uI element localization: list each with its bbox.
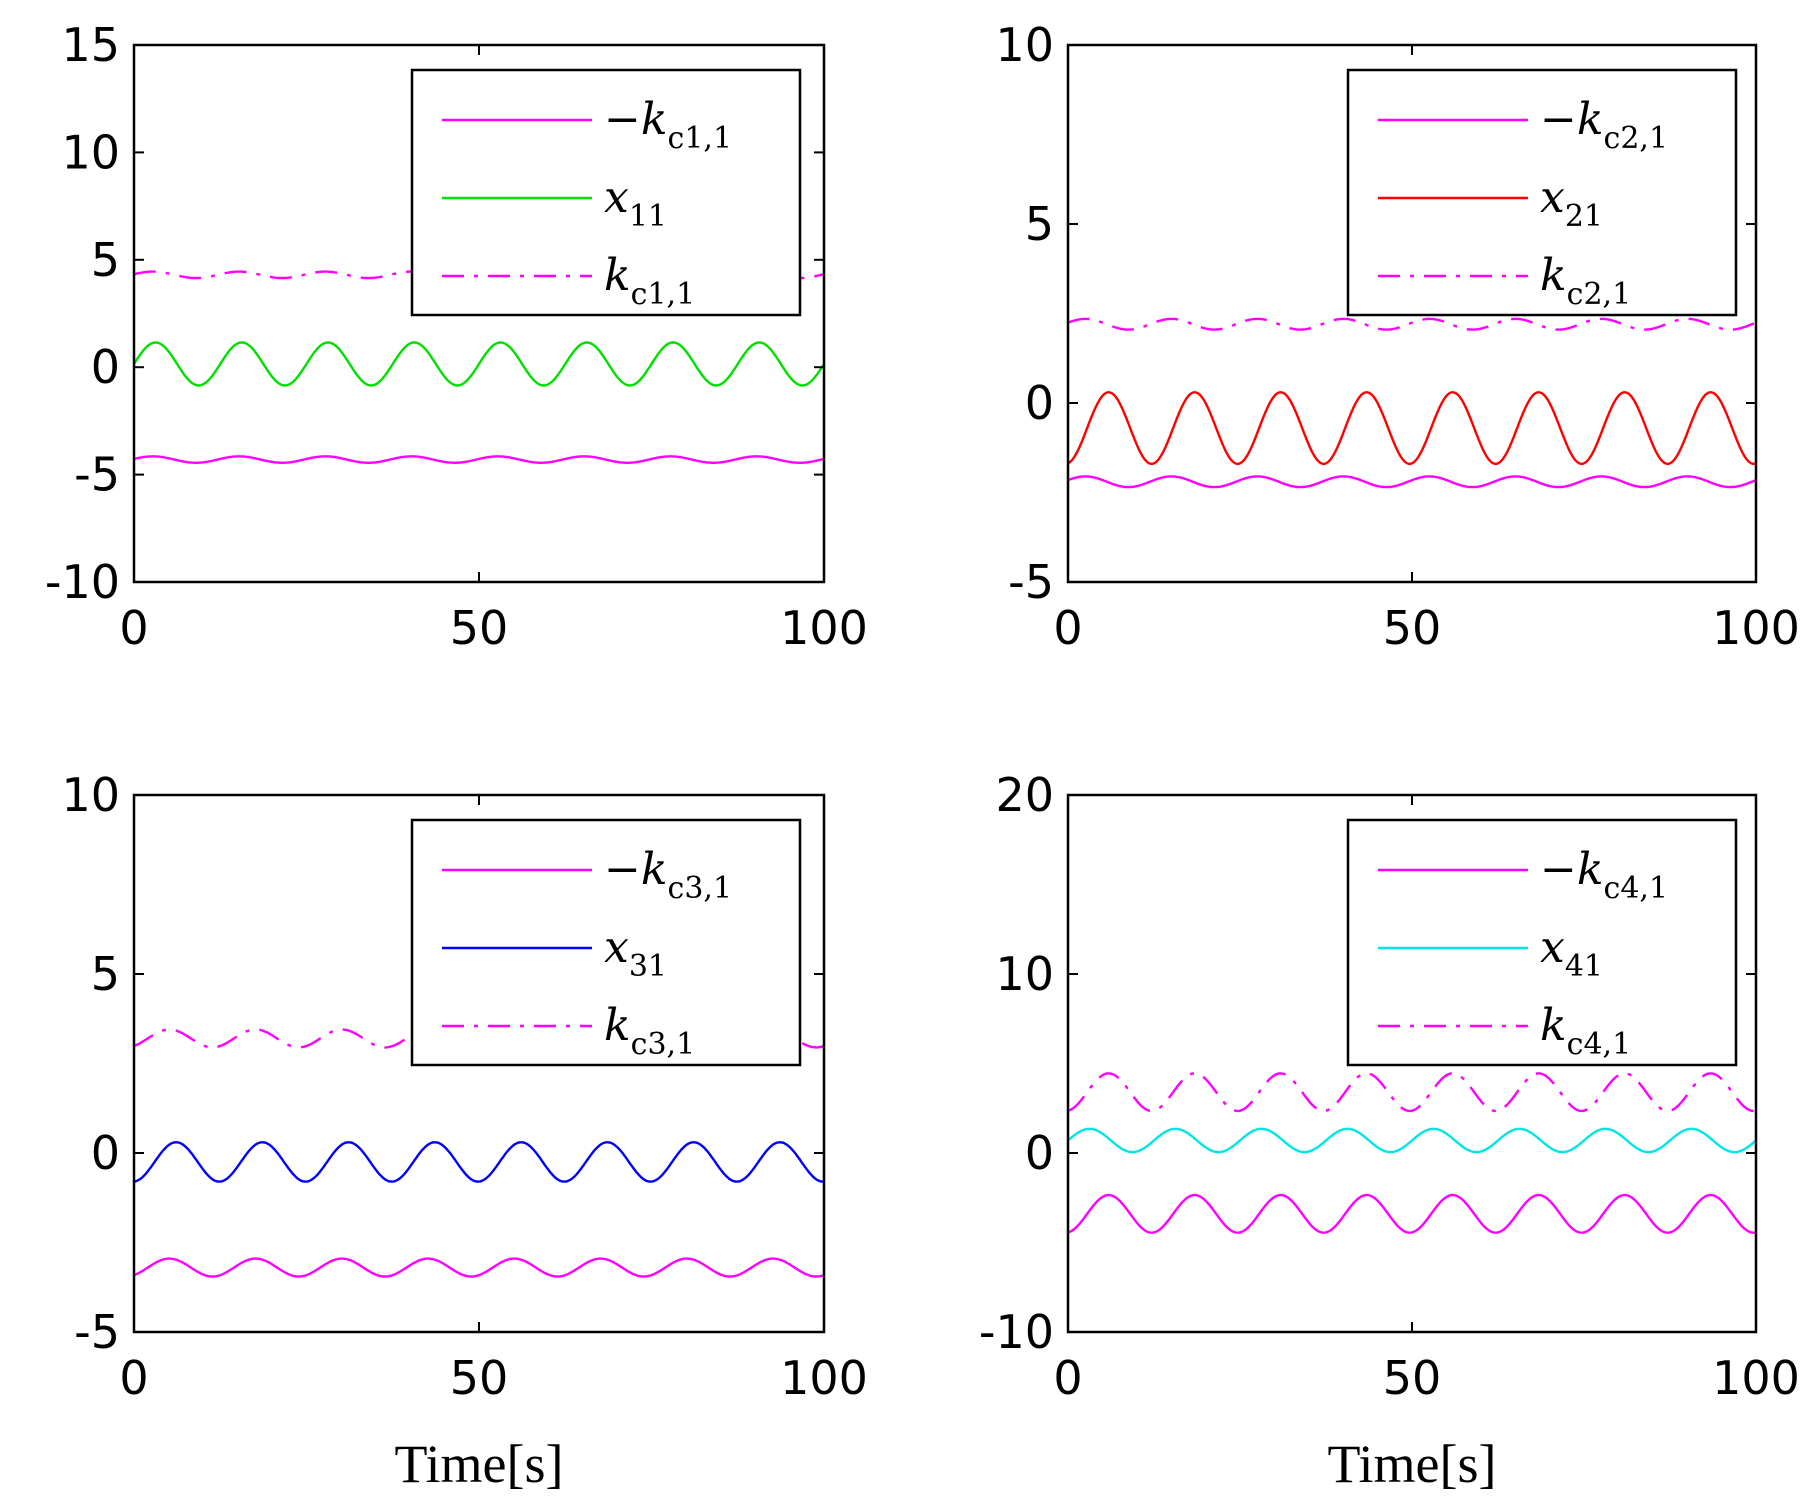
x-tick-label: 50	[450, 1351, 509, 1405]
series-line-1	[1068, 475, 1756, 489]
series-line-2	[1068, 1127, 1756, 1154]
legend-label: kc3,1	[604, 1000, 695, 1062]
legend-label: −kc1,1	[604, 94, 732, 156]
y-tick-label: 5	[91, 233, 120, 287]
y-tick-label: 0	[1025, 1126, 1054, 1180]
y-tick-label: 5	[1025, 197, 1054, 251]
x-tick-label: 100	[1712, 1351, 1800, 1405]
x-axis-label: Time[s]	[394, 1434, 563, 1494]
y-tick-label: 10	[995, 947, 1054, 1001]
y-tick-label: -5	[74, 448, 120, 502]
legend-label: x21	[1540, 172, 1603, 234]
legend-box	[1346, 68, 1738, 317]
legend-label: kc2,1	[1540, 250, 1631, 312]
legend-label: kc1,1	[604, 250, 695, 312]
x-tick-label: 50	[1383, 1351, 1442, 1405]
x-tick-label: 0	[1053, 1351, 1082, 1405]
legend-label: −kc2,1	[1540, 94, 1668, 156]
series-line-2	[134, 341, 824, 387]
series-line-1	[134, 1257, 824, 1278]
legend: −kc1,1 x11 kc1,1	[410, 68, 802, 317]
series-line-3	[1068, 317, 1756, 331]
legend: −kc3,1 x31 kc3,1	[410, 818, 802, 1067]
legend: −kc2,1 x21 kc2,1	[1346, 68, 1738, 317]
legend-label: x11	[604, 172, 667, 234]
y-tick-label: -5	[74, 1305, 120, 1359]
series-line-1	[134, 455, 824, 464]
series-line-3	[1068, 1072, 1756, 1113]
x-tick-label: 100	[780, 1351, 868, 1405]
y-tick-label: -10	[979, 1305, 1054, 1359]
y-tick-label: 10	[61, 768, 120, 822]
legend-label: −kc3,1	[604, 844, 732, 906]
y-tick-label: 20	[995, 768, 1054, 822]
x-tick-label: 100	[1712, 601, 1800, 655]
legend-label: −kc4,1	[1540, 844, 1668, 906]
legend: −kc4,1 x41 kc4,1	[1346, 818, 1738, 1067]
x-tick-label: 50	[450, 601, 509, 655]
y-tick-label: -5	[1008, 555, 1054, 609]
y-tick-label: 10	[61, 125, 120, 179]
x-tick-label: 0	[119, 1351, 148, 1405]
series-line-1	[1068, 1193, 1756, 1234]
series-line-2	[134, 1141, 824, 1183]
legend-box	[1346, 818, 1738, 1067]
x-tick-label: 50	[1383, 601, 1442, 655]
legend-label: x41	[1540, 922, 1603, 984]
y-tick-label: 0	[1025, 376, 1054, 430]
legend-label: x31	[604, 922, 667, 984]
legend-label: kc4,1	[1540, 1000, 1631, 1062]
x-tick-label: 0	[1053, 601, 1082, 655]
y-tick-label: 5	[91, 947, 120, 1001]
y-tick-label: 10	[995, 18, 1054, 72]
legend-box	[410, 68, 802, 317]
x-tick-label: 0	[119, 601, 148, 655]
y-tick-label: -10	[45, 555, 120, 609]
y-tick-label: 0	[91, 340, 120, 394]
y-tick-label: 15	[61, 18, 120, 72]
x-axis-label: Time[s]	[1327, 1434, 1496, 1494]
y-tick-label: 0	[91, 1126, 120, 1180]
legend-box	[410, 818, 802, 1067]
x-tick-label: 100	[780, 601, 868, 655]
series-line-2	[1068, 391, 1756, 466]
